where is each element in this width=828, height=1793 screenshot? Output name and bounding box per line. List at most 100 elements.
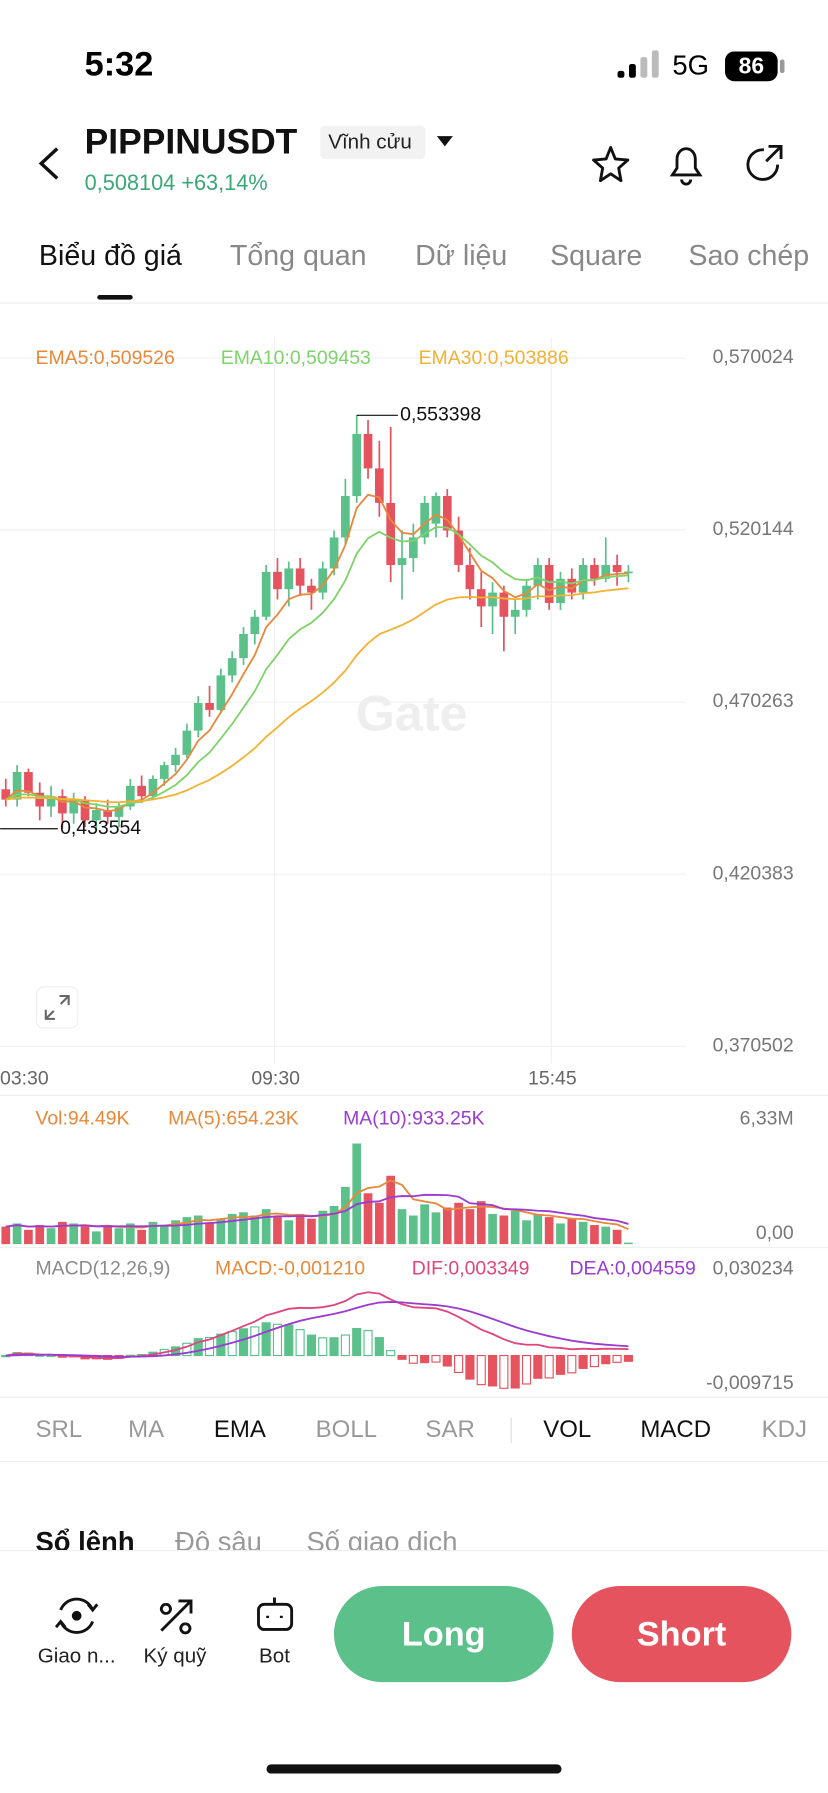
macd-bar: [442, 1354, 452, 1367]
indicator-tab[interactable]: KDJ: [762, 1416, 807, 1443]
candle-body: [590, 565, 599, 579]
indicator-tab[interactable]: SAR: [425, 1416, 474, 1443]
candle-body: [114, 806, 124, 817]
y-tick-label: 0,370502: [713, 1034, 794, 1056]
indicator-tab[interactable]: BOLL: [316, 1416, 377, 1443]
tab[interactable]: Sao chép: [688, 240, 809, 272]
volume-bar: [193, 1215, 203, 1245]
dropdown-icon[interactable]: [436, 136, 453, 147]
candle-body: [454, 530, 463, 566]
candle-body: [125, 785, 135, 807]
candle-body: [284, 568, 294, 590]
macd-bar: [555, 1354, 566, 1375]
dif-line: [5, 1291, 629, 1360]
macd-bar: [318, 1337, 328, 1357]
indicator-tab[interactable]: SRL: [36, 1416, 83, 1443]
volume-bar: [137, 1229, 146, 1245]
trade-icon[interactable]: [54, 1597, 99, 1634]
watermark: Gate: [356, 684, 468, 741]
candle-body: [91, 809, 101, 821]
macd-bar: [578, 1354, 588, 1369]
volume-bar: [91, 1231, 101, 1245]
volume-bar: [578, 1221, 588, 1245]
macd-bar: [193, 1338, 203, 1357]
volume-bar: [46, 1228, 56, 1245]
indicator-tab[interactable]: MACD: [640, 1416, 711, 1443]
tab[interactable]: Square: [550, 240, 642, 272]
candle-body: [601, 565, 611, 579]
macd-legend: DEA:0,004559: [570, 1257, 696, 1279]
back-button[interactable]: [38, 147, 59, 180]
macd-bar: [454, 1354, 464, 1374]
volume-legend: MA(10):933.25K: [343, 1108, 484, 1130]
candle-body: [442, 496, 452, 531]
nav-label[interactable]: Ký quỹ: [144, 1644, 208, 1667]
tab[interactable]: Biểu đồ giá: [39, 240, 182, 272]
candle-body: [12, 772, 22, 800]
macd-bar: [487, 1354, 498, 1387]
macd-bar: [352, 1328, 362, 1357]
expand-button[interactable]: [36, 986, 79, 1029]
volume-bar: [239, 1212, 248, 1245]
volume-bar: [488, 1213, 497, 1245]
indicator-tab[interactable]: VOL: [543, 1416, 591, 1443]
alert-icon[interactable]: [669, 147, 703, 186]
candle-body: [386, 502, 396, 566]
volume-bar: [375, 1202, 384, 1245]
candle-body: [556, 578, 565, 603]
volume-bar: [624, 1242, 633, 1245]
y-tick-label: 0,00: [756, 1222, 794, 1244]
y-tick-label: 0,030234: [713, 1257, 794, 1279]
short-button[interactable]: [571, 1586, 792, 1683]
nav-label[interactable]: Bot: [259, 1644, 290, 1667]
macd-bar: [601, 1354, 611, 1365]
indicator-tab[interactable]: MA: [128, 1416, 164, 1443]
margin-icon[interactable]: [159, 1599, 193, 1635]
candle-body: [205, 703, 214, 710]
macd-bar: [295, 1329, 305, 1357]
long-label: Long: [402, 1615, 486, 1653]
candle-body: [148, 778, 158, 797]
volume-bar: [420, 1204, 429, 1245]
ema-line: [5, 587, 629, 804]
candle-body: [216, 675, 226, 710]
macd-bar: [533, 1354, 543, 1379]
ema-legend: EMA30:0,503886: [419, 347, 569, 369]
volume-bar: [601, 1226, 611, 1245]
macd-bar: [386, 1350, 396, 1357]
candle-body: [69, 799, 79, 814]
volume-bar: [80, 1226, 90, 1245]
indicator-tab[interactable]: EMA: [214, 1416, 266, 1443]
volume-bar: [363, 1193, 373, 1245]
candle-body: [375, 468, 384, 503]
tab[interactable]: Dữ liệu: [415, 240, 507, 272]
macd-bar: [272, 1323, 283, 1357]
expand-icon: [44, 994, 70, 1020]
candle-body: [420, 502, 429, 538]
volume-bar: [307, 1218, 316, 1245]
favorite-icon[interactable]: [592, 146, 630, 183]
share-icon[interactable]: [746, 144, 783, 181]
volume-bar: [408, 1215, 418, 1245]
volume-bar: [171, 1220, 180, 1245]
volume-bar: [216, 1218, 226, 1245]
candle-body: [612, 565, 622, 572]
volume-bar: [1, 1226, 11, 1245]
trade-icon-dot: [71, 1610, 82, 1621]
tab[interactable]: Tổng quan: [230, 240, 367, 272]
candle-body: [408, 537, 418, 559]
macd-bar: [238, 1328, 249, 1357]
candle-body: [193, 703, 203, 731]
candle-body: [227, 658, 237, 676]
candle-body: [329, 537, 339, 569]
macd-legend: MACD(12,26,9): [36, 1257, 171, 1279]
volume-bar: [12, 1223, 22, 1245]
long-button[interactable]: [333, 1586, 554, 1683]
nav-label[interactable]: Giao n...: [38, 1644, 116, 1667]
macd-bar: [420, 1354, 430, 1364]
macd-bar: [182, 1342, 192, 1357]
contract-badge[interactable]: [320, 125, 426, 159]
volume-bar: [510, 1210, 520, 1245]
candle-body: [499, 592, 509, 617]
volume-bar: [590, 1225, 599, 1245]
